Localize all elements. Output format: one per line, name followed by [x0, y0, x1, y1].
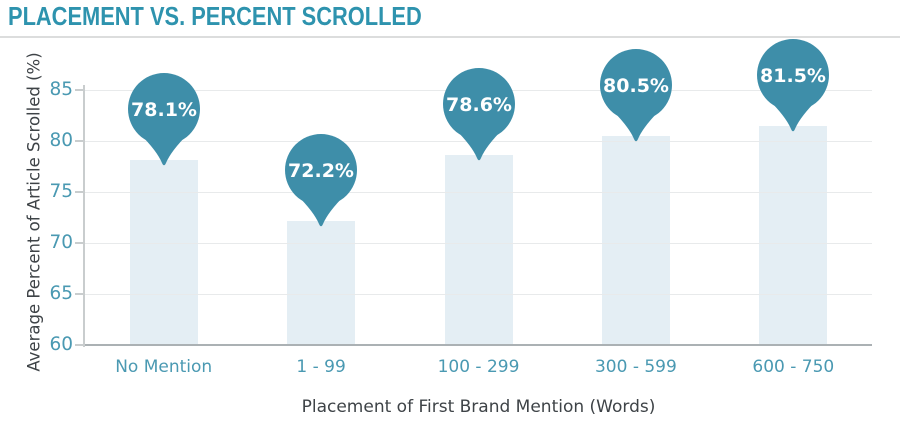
balloon-tail [297, 194, 346, 226]
balloon-value-label: 78.6% [446, 94, 512, 116]
y-tick-mark [75, 191, 85, 193]
x-category-label: 1 - 99 [296, 357, 346, 377]
bar [287, 220, 356, 345]
y-tick-label: 75 [49, 181, 73, 202]
y-tick-mark [75, 293, 85, 295]
balloon-value-label: 80.5% [603, 75, 669, 97]
balloon-value-label: 81.5% [760, 65, 826, 87]
balloon-circle [599, 48, 672, 121]
balloon-marker: 78.6% [442, 68, 515, 161]
balloon-marker: 72.2% [285, 133, 358, 226]
bar [129, 160, 198, 345]
balloon-marker: 80.5% [599, 48, 672, 142]
x-category-row: No Mention 1 - 99 100 - 299 300 - 599 600 - … [85, 357, 872, 381]
balloon-marker: 78.1% [127, 73, 200, 166]
y-gridline [85, 243, 872, 244]
y-tick-mark [75, 242, 85, 244]
y-tick-label: 80 [49, 130, 73, 151]
bar [601, 135, 670, 345]
x-axis-title: Placement of First Brand Mention (Words) [301, 397, 656, 417]
plot-area: 60 65 70 75 80 85 78.1% 72.2% 78.6% 80.5% 81.5% [49, 38, 872, 355]
balloon-circle [285, 133, 358, 206]
balloon-circle [757, 38, 830, 111]
y-tick-mark [75, 344, 85, 346]
balloon-tail [454, 129, 503, 161]
y-tick-label: 85 [49, 79, 73, 100]
bar [444, 155, 513, 345]
x-category-label: 100 - 299 [437, 357, 520, 377]
y-tick-label: 65 [49, 283, 73, 304]
x-axis-baseline [83, 344, 872, 346]
chart-title: PLACEMENT VS. PERCENT SCROLLED [8, 1, 422, 31]
x-category-label: 600 - 750 [752, 357, 835, 377]
y-tick-mark [75, 89, 85, 91]
balloon-value-label: 72.2% [288, 160, 354, 182]
balloon-circle [127, 73, 200, 146]
y-tick-mark [75, 140, 85, 142]
y-tick-label: 60 [49, 334, 73, 355]
balloon-marker: 81.5% [757, 38, 830, 131]
title-separator [0, 36, 900, 38]
bar [759, 125, 828, 345]
balloon-value-label: 78.1% [131, 99, 197, 121]
y-gridline [85, 294, 872, 295]
balloon-tail [611, 109, 660, 142]
y-axis-line [83, 85, 85, 347]
y-gridline [85, 192, 872, 193]
balloon-tail [139, 134, 188, 166]
balloon-tail [769, 99, 818, 131]
x-category-label: 300 - 599 [594, 357, 677, 377]
x-category-label: No Mention [115, 357, 213, 377]
balloon-circle [442, 68, 515, 141]
y-tick-label: 70 [49, 232, 73, 253]
